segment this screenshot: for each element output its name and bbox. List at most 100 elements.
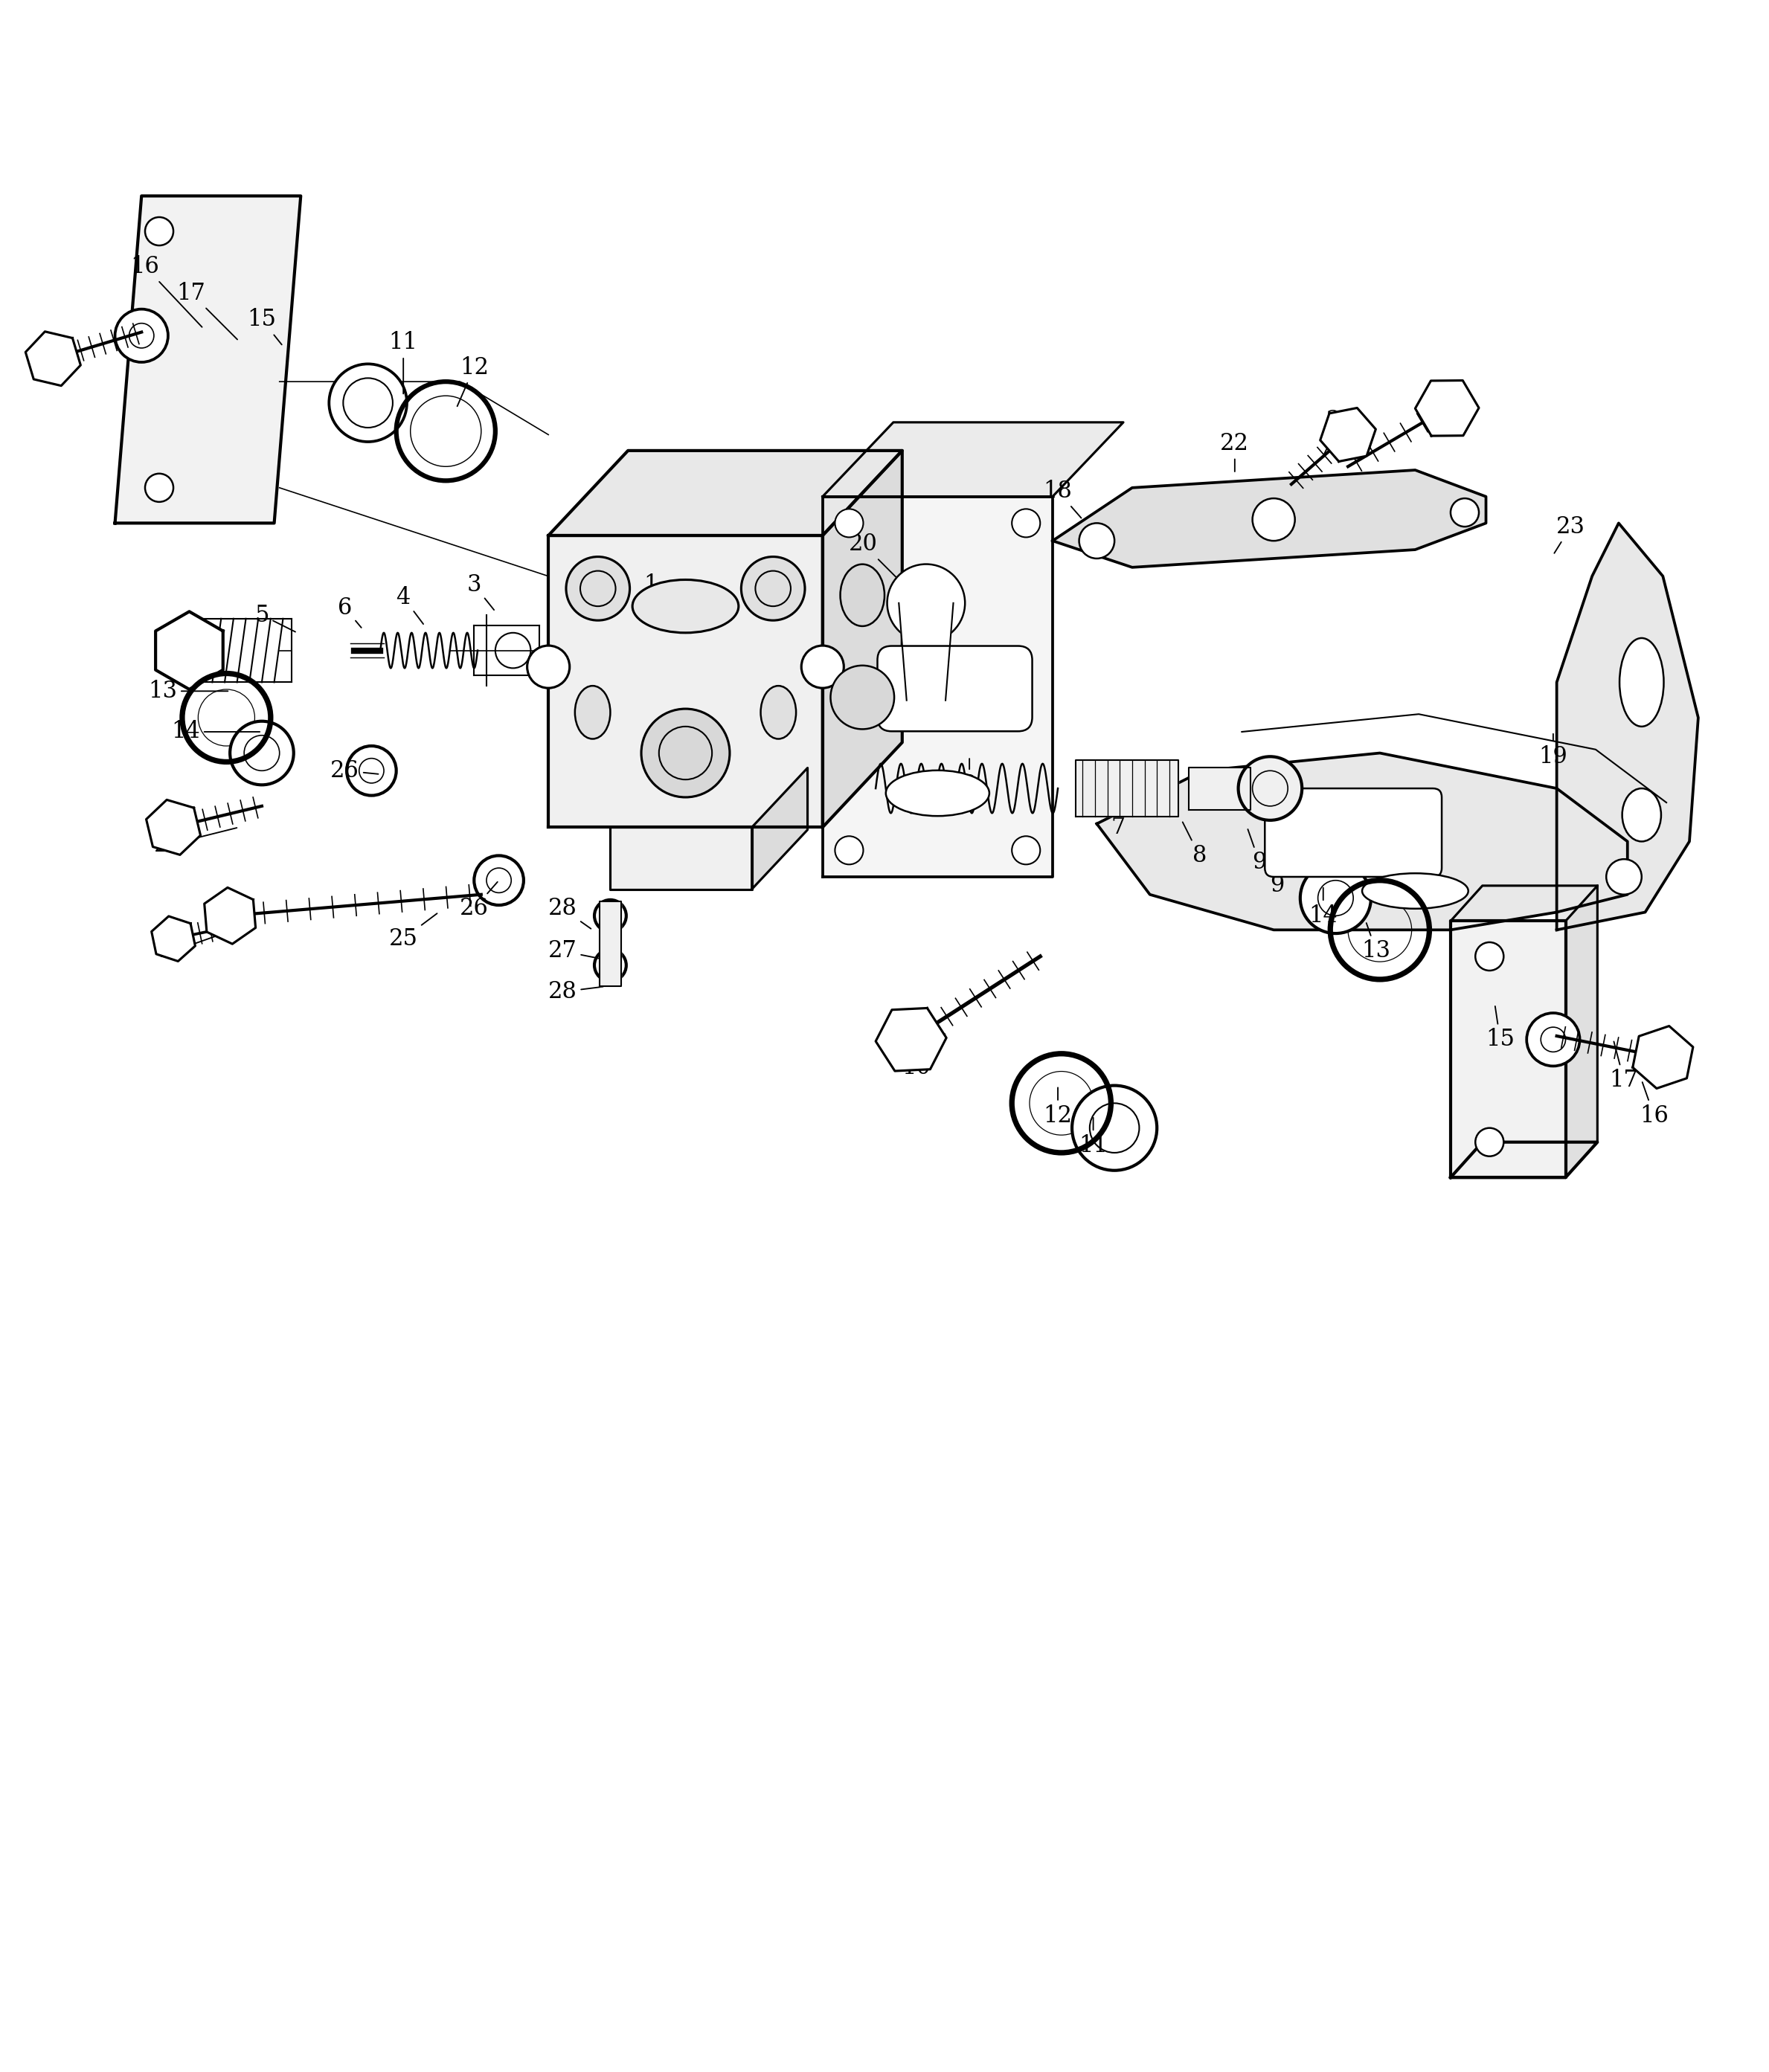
Circle shape — [1012, 510, 1040, 537]
Circle shape — [888, 564, 966, 642]
Text: 11: 11 — [389, 332, 417, 394]
Circle shape — [640, 709, 731, 798]
Text: 27: 27 — [548, 939, 614, 963]
Polygon shape — [899, 603, 953, 700]
Text: 29: 29 — [159, 930, 232, 963]
Text: 13: 13 — [149, 680, 228, 702]
Text: 21: 21 — [1325, 408, 1355, 454]
Polygon shape — [1053, 470, 1486, 568]
Polygon shape — [147, 800, 200, 856]
Circle shape — [566, 557, 630, 620]
Circle shape — [801, 646, 844, 688]
Polygon shape — [1415, 381, 1479, 435]
Text: 28: 28 — [548, 897, 591, 928]
Polygon shape — [1076, 760, 1178, 816]
Text: 20: 20 — [849, 533, 897, 578]
Circle shape — [835, 837, 863, 864]
Circle shape — [1079, 522, 1114, 559]
Polygon shape — [1320, 408, 1376, 462]
Polygon shape — [115, 197, 301, 522]
Ellipse shape — [886, 771, 989, 816]
Polygon shape — [1451, 1142, 1597, 1177]
Circle shape — [145, 218, 173, 244]
Text: 25: 25 — [389, 914, 437, 951]
Text: 6: 6 — [338, 597, 361, 628]
Polygon shape — [876, 1009, 946, 1071]
Circle shape — [741, 557, 805, 620]
Text: 17: 17 — [177, 282, 237, 340]
Ellipse shape — [633, 580, 739, 632]
Text: 17: 17 — [1610, 1042, 1638, 1092]
Polygon shape — [1566, 885, 1597, 1177]
Text: 1: 1 — [644, 574, 658, 617]
Polygon shape — [823, 450, 902, 827]
Circle shape — [1238, 756, 1302, 821]
Text: 7: 7 — [1102, 794, 1125, 839]
Text: 9: 9 — [1247, 829, 1267, 874]
Polygon shape — [548, 535, 823, 827]
Circle shape — [1451, 499, 1479, 526]
Circle shape — [230, 721, 294, 785]
FancyBboxPatch shape — [877, 646, 1033, 731]
Circle shape — [527, 646, 570, 688]
Text: 14: 14 — [1309, 887, 1337, 928]
Polygon shape — [205, 887, 255, 945]
Circle shape — [1475, 1127, 1504, 1156]
Text: 13: 13 — [1362, 922, 1390, 963]
Polygon shape — [1189, 767, 1251, 810]
Circle shape — [474, 856, 524, 905]
Polygon shape — [1451, 922, 1566, 1177]
Polygon shape — [823, 423, 1123, 497]
Text: 8: 8 — [1183, 823, 1206, 868]
Ellipse shape — [1362, 872, 1468, 910]
Polygon shape — [1097, 752, 1627, 930]
Text: 2: 2 — [962, 758, 976, 796]
Circle shape — [115, 309, 168, 363]
Ellipse shape — [575, 686, 610, 740]
Circle shape — [1527, 1013, 1580, 1067]
Circle shape — [329, 365, 407, 441]
Text: 23: 23 — [1555, 516, 1585, 553]
Circle shape — [347, 746, 396, 796]
Text: 15: 15 — [248, 309, 281, 344]
Circle shape — [1475, 943, 1504, 970]
FancyBboxPatch shape — [1265, 789, 1442, 876]
Text: 11: 11 — [1079, 1117, 1107, 1156]
Circle shape — [1300, 862, 1371, 932]
Text: 10: 10 — [902, 1034, 945, 1080]
Circle shape — [145, 474, 173, 501]
Circle shape — [1072, 1086, 1157, 1171]
Polygon shape — [610, 827, 752, 889]
Ellipse shape — [1620, 638, 1663, 727]
Text: 26: 26 — [331, 758, 379, 783]
Text: 24: 24 — [154, 829, 237, 856]
Text: 12: 12 — [456, 356, 488, 406]
Ellipse shape — [1622, 789, 1661, 841]
Polygon shape — [823, 497, 1053, 876]
Circle shape — [830, 665, 893, 729]
Text: 4: 4 — [396, 586, 423, 624]
Circle shape — [1252, 499, 1295, 541]
Polygon shape — [156, 611, 223, 690]
Ellipse shape — [761, 686, 796, 740]
Polygon shape — [152, 916, 195, 961]
Circle shape — [1606, 860, 1642, 895]
Text: 16: 16 — [1640, 1082, 1668, 1127]
Circle shape — [835, 510, 863, 537]
Text: 5: 5 — [255, 603, 295, 632]
Text: 14: 14 — [172, 721, 260, 744]
Text: 26: 26 — [460, 883, 497, 920]
Text: 12: 12 — [1044, 1088, 1072, 1127]
Circle shape — [1012, 837, 1040, 864]
Polygon shape — [548, 450, 902, 535]
Polygon shape — [1633, 1026, 1693, 1088]
Text: 15: 15 — [1486, 1007, 1514, 1051]
Text: 18: 18 — [1044, 481, 1081, 518]
Polygon shape — [752, 769, 807, 889]
Text: 3: 3 — [467, 574, 494, 609]
Text: 9: 9 — [1265, 858, 1284, 897]
Polygon shape — [600, 901, 621, 986]
Polygon shape — [1557, 522, 1698, 930]
Polygon shape — [25, 332, 81, 385]
Ellipse shape — [840, 564, 884, 626]
